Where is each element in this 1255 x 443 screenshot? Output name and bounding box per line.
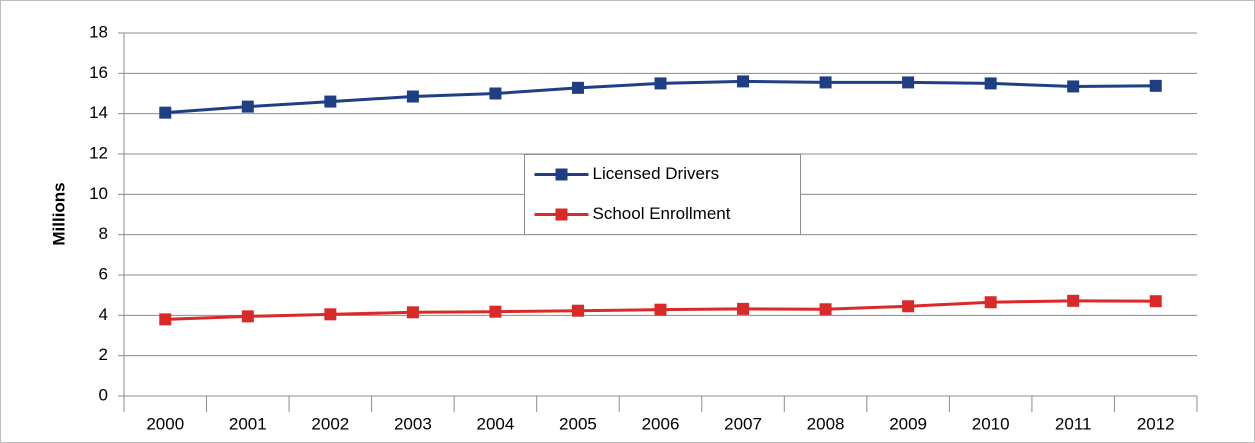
data-point bbox=[159, 313, 172, 326]
x-tick-label: 2006 bbox=[642, 414, 680, 433]
y-tick-label: 14 bbox=[89, 103, 108, 122]
data-point bbox=[1149, 79, 1162, 92]
data-point bbox=[1067, 80, 1080, 93]
data-point bbox=[324, 95, 337, 108]
data-point bbox=[902, 76, 915, 89]
x-tick-label: 2004 bbox=[477, 414, 515, 433]
legend-label: Licensed Drivers bbox=[593, 164, 720, 183]
data-point bbox=[737, 302, 750, 315]
data-point bbox=[1067, 294, 1080, 307]
y-tick-label: 10 bbox=[89, 184, 108, 203]
y-tick-label: 2 bbox=[99, 345, 108, 364]
x-tick-label: 2009 bbox=[889, 414, 927, 433]
y-tick-label: 16 bbox=[89, 63, 108, 82]
data-point bbox=[1149, 295, 1162, 308]
legend-label: School Enrollment bbox=[593, 204, 731, 223]
data-point bbox=[489, 87, 502, 100]
data-point bbox=[324, 308, 337, 321]
data-point bbox=[984, 77, 997, 90]
data-point bbox=[571, 81, 584, 94]
x-tick-label: 2001 bbox=[229, 414, 267, 433]
data-point bbox=[819, 76, 832, 89]
data-point bbox=[406, 306, 419, 319]
x-tick-label: 2000 bbox=[146, 414, 184, 433]
data-point bbox=[241, 100, 254, 113]
x-tick-label: 2005 bbox=[559, 414, 597, 433]
y-tick-label: 12 bbox=[89, 143, 108, 162]
y-tick-label: 0 bbox=[99, 385, 108, 404]
x-tick-label: 2008 bbox=[807, 414, 845, 433]
data-point bbox=[984, 296, 997, 309]
data-point bbox=[571, 304, 584, 317]
legend-marker bbox=[555, 168, 568, 181]
data-point bbox=[819, 303, 832, 316]
data-point bbox=[654, 77, 667, 90]
y-axis-label: Millions bbox=[49, 182, 68, 245]
x-tick-label: 2010 bbox=[972, 414, 1010, 433]
data-point bbox=[159, 106, 172, 119]
x-tick-label: 2002 bbox=[311, 414, 349, 433]
data-point bbox=[241, 310, 254, 323]
legend: Licensed Drivers School Enrollment bbox=[524, 154, 801, 235]
data-point bbox=[902, 300, 915, 313]
data-point bbox=[737, 75, 750, 88]
x-tick-label: 2012 bbox=[1137, 414, 1175, 433]
x-tick-label: 2011 bbox=[1055, 414, 1092, 433]
x-tick-label: 2003 bbox=[394, 414, 432, 433]
data-point bbox=[654, 303, 667, 316]
legend-box bbox=[524, 154, 801, 235]
x-tick-label: 2007 bbox=[724, 414, 762, 433]
data-point bbox=[406, 90, 419, 103]
y-tick-label: 4 bbox=[99, 305, 108, 324]
y-tick-label: 8 bbox=[99, 224, 108, 243]
y-tick-label: 6 bbox=[99, 264, 108, 283]
legend-marker bbox=[555, 208, 568, 221]
y-tick-label: 18 bbox=[89, 22, 108, 41]
data-point bbox=[489, 305, 502, 318]
